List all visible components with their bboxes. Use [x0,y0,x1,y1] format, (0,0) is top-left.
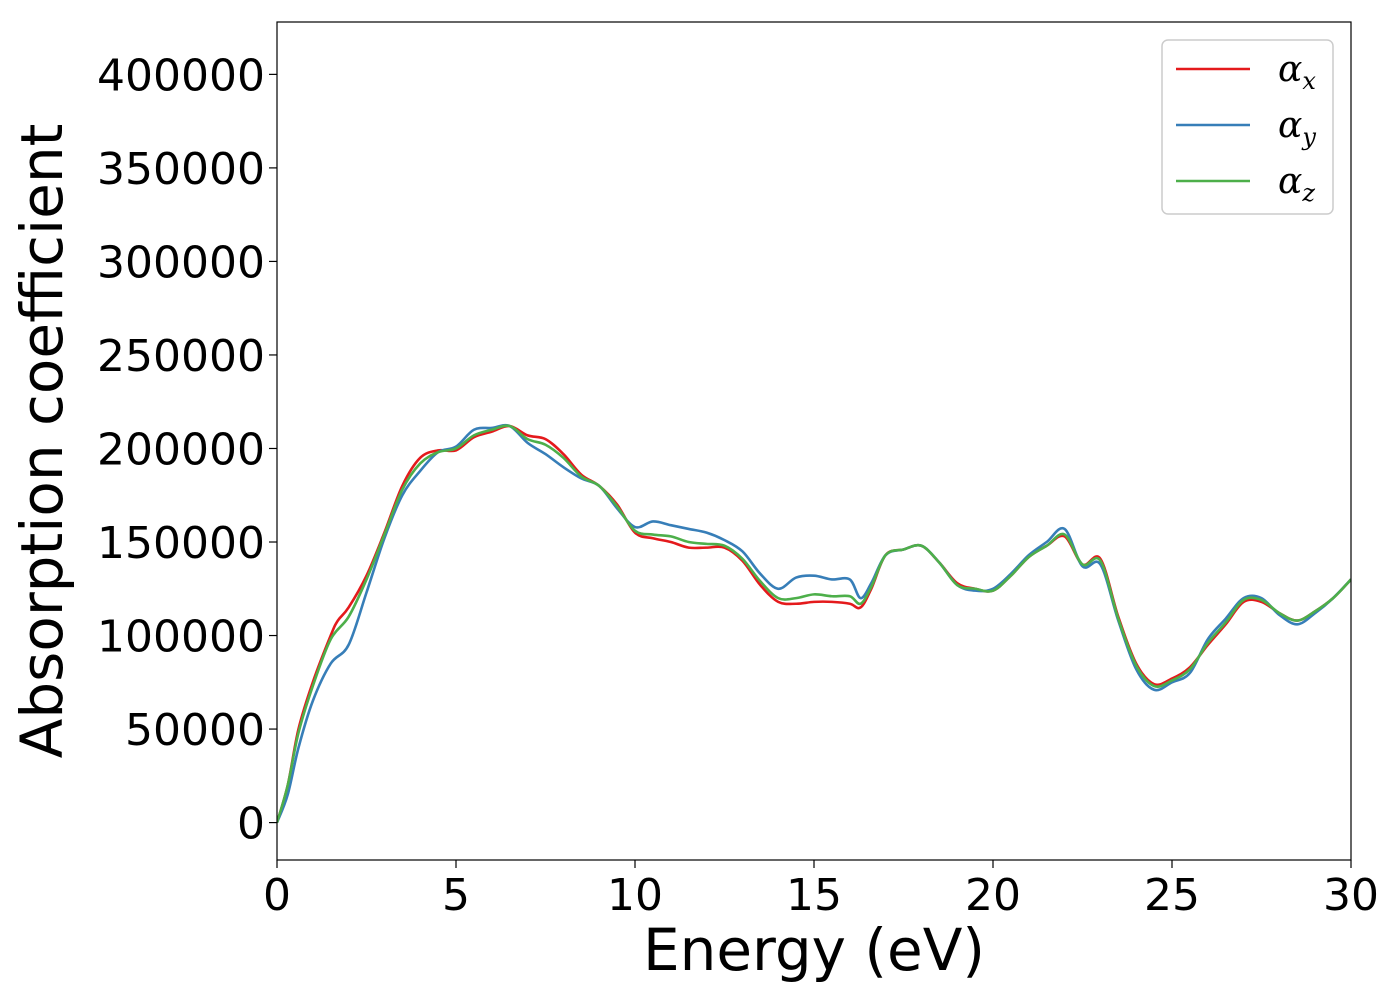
x-tick-label: 20 [965,870,1021,921]
y-tick-label: 300000 [97,237,265,288]
legend-label-y: αy [1278,105,1316,151]
y-tick-label: 250000 [97,331,265,382]
x-axis-ticks: 0 5 10 15 20 25 30 [263,860,1379,921]
x-tick-label: 5 [442,870,470,921]
legend-label-z: αz [1278,161,1315,207]
series-line-y [277,423,1351,824]
x-tick-label: 15 [786,870,842,921]
y-tick-label: 150000 [97,518,265,569]
y-tick-label: 0 [237,799,265,850]
y-axis-ticks: 0 50000 100000 150000 200000 250000 300000 3500… [97,50,277,850]
y-tick-label: 400000 [97,50,265,101]
x-tick-label: 0 [263,870,291,921]
y-tick-label: 100000 [97,612,265,663]
y-tick-label: 200000 [97,424,265,475]
x-tick-label: 25 [1144,870,1200,921]
x-tick-label: 30 [1323,870,1379,921]
y-axis-label: Absorption coefficient [8,124,76,759]
y-tick-label: 50000 [125,705,265,756]
x-tick-label: 10 [607,870,663,921]
legend-box [1161,39,1334,215]
series-layer [277,423,1351,824]
y-tick-label: 350000 [97,144,265,195]
legend-label-x: αx [1278,49,1316,95]
legend: αx αy αz [1161,39,1334,215]
series-line-x [277,424,1351,823]
x-axis-label: Energy (eV) [643,916,985,984]
series-line-z [277,424,1351,823]
